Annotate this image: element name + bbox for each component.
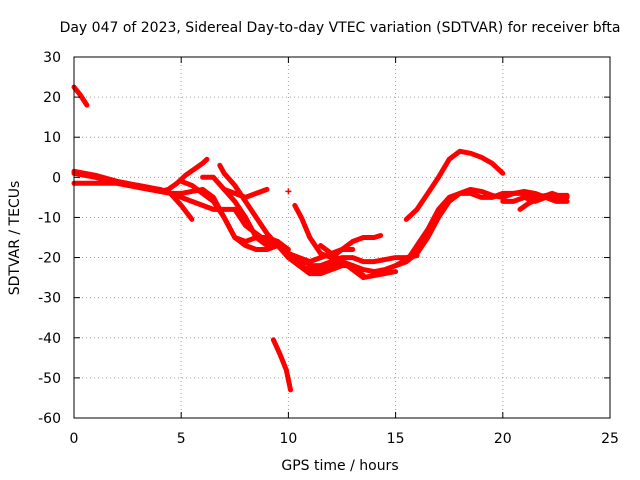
- y-tick-label: -50: [38, 371, 61, 387]
- x-axis-label: GPS time / hours: [281, 458, 398, 474]
- y-tick-label: -60: [38, 411, 61, 427]
- series-trace-18: [393, 186, 570, 269]
- series-trace-11: [292, 202, 384, 261]
- y-tick-label: 20: [43, 90, 61, 106]
- x-tick-label: 15: [387, 431, 405, 447]
- y-tick-label: -10: [38, 210, 61, 226]
- label-layer: 0 5 10 15 20 25 -60 -50 -40 -30 -20 -10 0 10 20 30: [38, 50, 619, 447]
- series-layer: [71, 84, 570, 393]
- y-tick-label: -30: [38, 291, 61, 307]
- grid-layer: [74, 57, 610, 418]
- series-trace-9: [221, 186, 270, 200]
- tick-layer: [73, 56, 611, 419]
- series-trace-5: [146, 186, 195, 222]
- x-tick-label: 5: [177, 431, 186, 447]
- isolated-point: [285, 188, 292, 195]
- x-tick-label: 20: [494, 431, 512, 447]
- x-tick-label: 0: [70, 431, 79, 447]
- series-trace-1: [71, 84, 90, 108]
- series-trace-13: [296, 257, 409, 277]
- y-tick-label: 0: [52, 170, 61, 186]
- x-tick-label: 10: [279, 431, 297, 447]
- y-tick-label: 10: [43, 130, 61, 146]
- chart-title: Day 047 of 2023, Sidereal Day-to-day VTE…: [60, 20, 621, 36]
- y-tick-label: -40: [38, 331, 61, 347]
- y-axis-label: SDTVAR / TECUs: [7, 181, 23, 296]
- series-trace-20: [517, 190, 566, 212]
- series-trace-15: [318, 243, 399, 281]
- series-trace-14: [307, 253, 420, 269]
- y-tick-label: -20: [38, 251, 61, 267]
- x-tick-label: 25: [601, 431, 619, 447]
- series-trace-16: [403, 148, 506, 222]
- y-tick-label: 30: [43, 50, 61, 66]
- series-trace-10: [270, 337, 293, 393]
- plot-frame: [73, 56, 611, 419]
